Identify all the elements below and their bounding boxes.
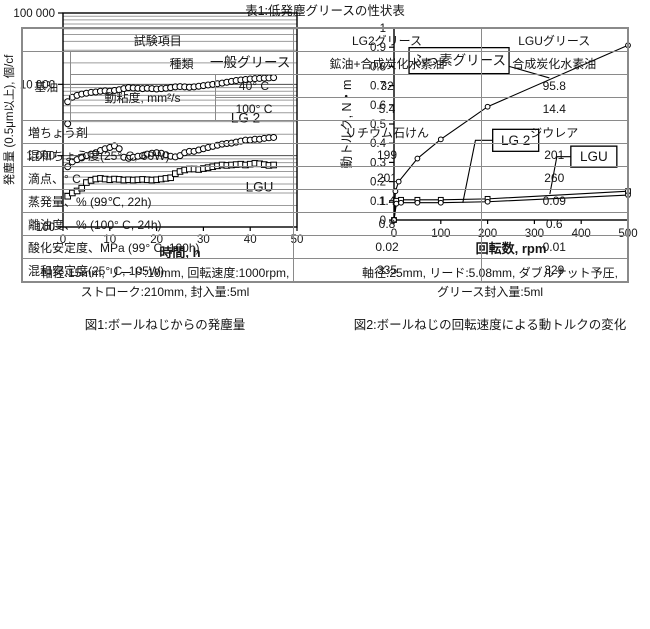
row-label: 増ちょう剤 [21, 120, 294, 144]
row-label: 離油度、% (100° C, 24h) [21, 212, 294, 236]
cell-viscosity-label: 動粘度, mm²/s [69, 74, 216, 121]
row-lg2-value: 0.02 [292, 235, 482, 259]
row-lg2-value: 201 [292, 166, 482, 190]
y-axis-title: 発塵量 (0.5μm以上), 個/cf [2, 54, 16, 185]
row-label: 滴点、° C [21, 166, 294, 190]
row-label: 混和ちょう度(25° C, 60W) [21, 143, 294, 167]
cell-temp-40: 40° C [214, 74, 294, 98]
cell-temp-100: 100° C [214, 97, 294, 121]
row-lgu-value: 0.09 [480, 189, 629, 213]
table-title: 表1:低発塵グリースの性状表 [245, 4, 405, 18]
row-lg2-value: 335 [292, 258, 482, 283]
table-row: 蒸発量、% (99℃, 22h) 1.4 0.09 [21, 189, 629, 213]
cell-visc100-lgu: 14.4 [480, 97, 629, 121]
row-lgu-value: 260 [480, 166, 629, 190]
header-lg2-grease: LG2グリース [292, 27, 482, 52]
cell-kind-lgu: 合成炭化水素油 [480, 51, 629, 75]
row-lgu-value: 329 [480, 258, 629, 283]
cell-visc40-lgu: 95.8 [480, 74, 629, 98]
cell-kind-label: 種類 [69, 51, 294, 75]
row-lgu-value: 0.6 [480, 212, 629, 236]
row-lg2-value: 0.8 [292, 212, 482, 236]
y-tick-label: 100 000 [13, 8, 55, 20]
table-row: 混和安定度(25° C, 105W) 335 329 [21, 258, 629, 283]
cell-visc100-lg2: 5.4 [292, 97, 482, 121]
fig1-condition-line2: ストローク:210mm, 封入量:5ml [80, 284, 250, 299]
row-lgu-value: 201 [480, 143, 629, 167]
table-row: 滴点、° C 201 260 [21, 166, 629, 190]
table-row: 基油 種類 鉱油+合成炭化水素油 合成炭化水素油 [21, 51, 629, 121]
table-row: 離油度、% (100° C, 24h) 0.8 0.6 [21, 212, 629, 236]
row-lgu-value: ジウレア [480, 120, 629, 144]
properties-table-section: 表1:低発塵グリースの性状表 試験項目 LG2グリース LGUグリース 基油 種… [0, 0, 650, 283]
table-row: 試験項目 LG2グリース LGUグリース [21, 27, 629, 52]
table-row: 動粘度, mm²/s 40° C 32 95.8 [22, 74, 629, 121]
table-row: 増ちょう剤 リチウム石けん ジウレア [21, 120, 629, 144]
cell-kind-lg2: 鉱油+合成炭化水素油 [292, 51, 482, 75]
row-lg2-value: 199 [292, 143, 482, 167]
fig2-condition-line2: グリース封入量:5ml [436, 284, 544, 299]
row-label: 蒸発量、% (99℃, 22h) [21, 189, 294, 213]
header-test-item: 試験項目 [21, 27, 294, 52]
fig1-caption: 図1:ボールねじからの発塵量 [84, 318, 246, 333]
table-row: 酸化安定度、MPa (99° C, 100h) 0.02 0.01 [21, 235, 629, 259]
row-lg2-value: リチウム石けん [292, 120, 482, 144]
cell-visc40-lg2: 32 [292, 74, 482, 98]
row-label: 混和安定度(25° C, 105W) [21, 258, 294, 283]
fig2-caption: 図2:ボールねじの回転速度による動トルクの変化 [353, 318, 627, 333]
row-lg2-value: 1.4 [292, 189, 482, 213]
cell-base-oil: 基油 [21, 51, 71, 121]
header-lgu-grease: LGUグリース [480, 27, 629, 52]
table-row: 100° C 5.4 14.4 [22, 97, 629, 121]
row-label: 酸化安定度、MPa (99° C, 100h) [21, 235, 294, 259]
row-lgu-value: 0.01 [480, 235, 629, 259]
table-row: 混和ちょう度(25° C, 60W) 199 201 [21, 143, 629, 167]
grease-properties-table: 試験項目 LG2グリース LGUグリース 基油 種類 鉱油+合成炭化水素油 合成… [21, 27, 629, 283]
